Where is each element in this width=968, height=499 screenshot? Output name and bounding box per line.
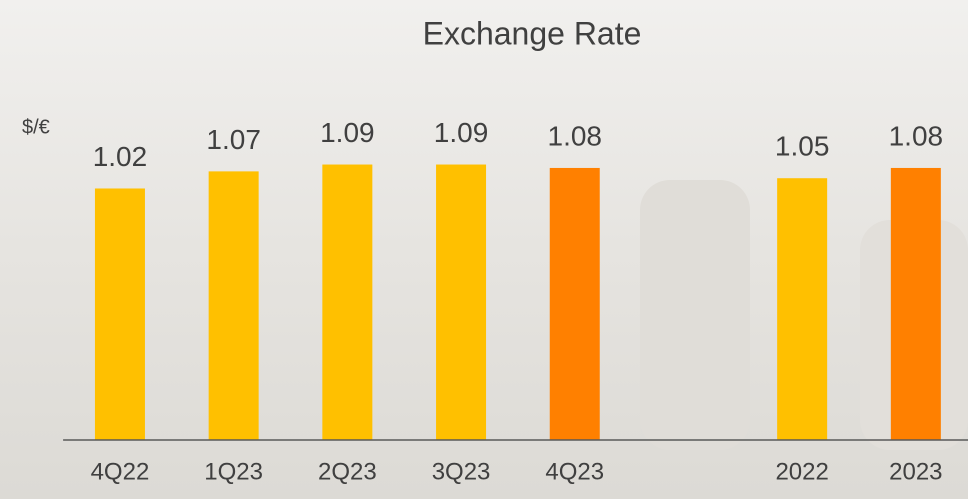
x-tick-label: 1Q23 xyxy=(204,458,263,485)
value-label: 1.09 xyxy=(320,117,375,148)
background-figure xyxy=(640,180,750,450)
x-tick-label: 2022 xyxy=(775,458,828,485)
bar xyxy=(549,167,600,441)
value-label: 1.05 xyxy=(775,131,830,162)
value-label: 1.02 xyxy=(93,141,148,172)
value-label: 1.08 xyxy=(548,120,603,151)
bar xyxy=(436,164,487,440)
bar xyxy=(777,178,828,440)
value-label: 1.07 xyxy=(206,124,261,155)
x-tick-label: 3Q23 xyxy=(432,458,491,485)
bar xyxy=(208,171,259,440)
x-tick-label: 2023 xyxy=(889,458,942,485)
value-label: 1.09 xyxy=(434,117,489,148)
chart-title: Exchange Rate xyxy=(423,15,642,51)
y-axis-unit: $/€ xyxy=(22,116,50,138)
x-tick-label: 4Q22 xyxy=(91,458,150,485)
bar xyxy=(890,167,941,441)
value-label: 1.08 xyxy=(889,120,944,151)
x-tick-label: 2Q23 xyxy=(318,458,377,485)
bar xyxy=(322,164,373,440)
x-tick-label: 4Q23 xyxy=(545,458,604,485)
bar xyxy=(94,188,145,440)
